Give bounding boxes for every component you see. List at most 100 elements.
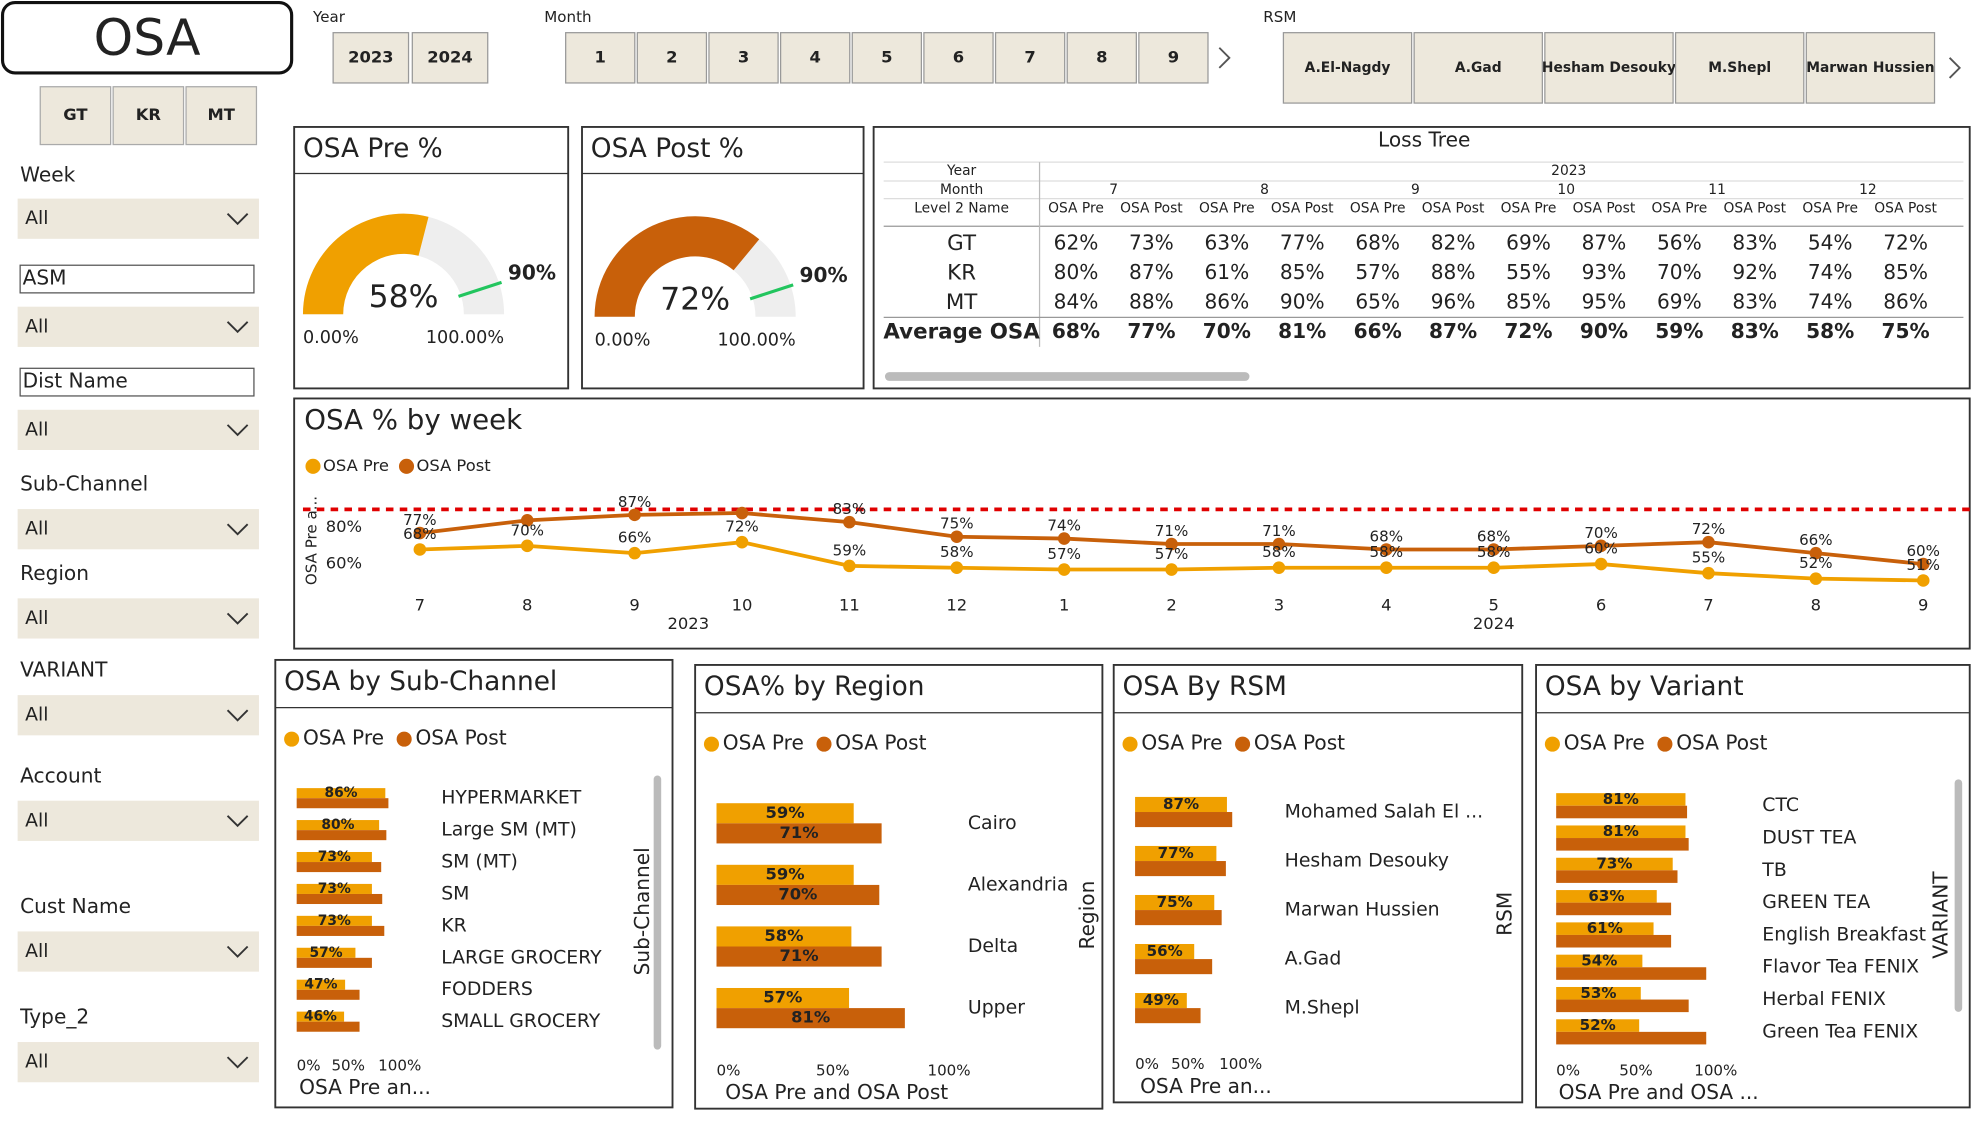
data-label: 59% — [833, 541, 867, 559]
table-header: 11 — [1708, 182, 1726, 198]
table-cell: 77% — [1280, 230, 1325, 254]
filter-button[interactable] — [851, 32, 923, 84]
dropdown[interactable] — [17, 931, 259, 972]
bar — [716, 946, 882, 967]
bar — [1556, 805, 1688, 819]
scrollbar[interactable] — [653, 775, 662, 1050]
x-tick-label: 50% — [816, 1061, 850, 1079]
channel-button[interactable] — [39, 86, 112, 146]
table-cell: 74% — [1808, 260, 1853, 284]
data-point — [1594, 557, 1608, 571]
filter-button[interactable] — [1674, 32, 1805, 104]
dropdown[interactable] — [17, 509, 259, 550]
data-label: 49% — [1143, 991, 1179, 1009]
table-header: OSA Pre — [1350, 201, 1406, 217]
scroll-arrow[interactable] — [1218, 47, 1231, 69]
data-label: 83% — [833, 500, 867, 518]
table-cell: 85% — [1883, 260, 1928, 284]
legend-label: OSA Post — [1676, 731, 1767, 755]
x-group-label: 2024 — [1473, 614, 1515, 633]
data-point — [1702, 535, 1715, 549]
filter-button[interactable] — [1282, 32, 1413, 104]
dropdown[interactable] — [17, 800, 259, 841]
legend-label: OSA Pre — [1141, 731, 1222, 755]
title-box — [0, 0, 294, 75]
channel-button[interactable] — [185, 86, 258, 146]
filter-button[interactable] — [636, 32, 708, 84]
dropdown[interactable] — [17, 1042, 259, 1083]
y-tick-label: SM (MT) — [441, 852, 518, 873]
data-label: 71% — [1262, 522, 1296, 540]
dropdown[interactable] — [17, 306, 259, 347]
table-cell: 81% — [1278, 319, 1326, 343]
table-cell: 66% — [1354, 319, 1402, 343]
dropdown-value: All — [25, 941, 48, 962]
data-point — [735, 535, 749, 549]
filter-search-box[interactable] — [19, 264, 255, 294]
y-tick-label: A.Gad — [1285, 949, 1342, 970]
gauge-value — [594, 216, 760, 317]
x-axis-title: OSA Pre an... — [1140, 1074, 1272, 1098]
dropdown-value: All — [25, 810, 48, 831]
scrollbar[interactable] — [1954, 779, 1963, 1012]
table-header: OSA Post — [1874, 201, 1937, 217]
filter-option: A.Gad — [1455, 60, 1502, 76]
filter-button[interactable] — [565, 32, 636, 84]
dropdown[interactable] — [17, 198, 259, 239]
table-cell: 85% — [1506, 289, 1551, 313]
filter-button[interactable] — [1805, 32, 1936, 104]
filter-button[interactable] — [332, 32, 410, 84]
dropdown[interactable] — [17, 598, 259, 639]
data-point — [735, 506, 749, 520]
dropdown[interactable] — [17, 409, 259, 450]
data-label: 52% — [1580, 1016, 1616, 1034]
filter-button[interactable] — [994, 32, 1066, 84]
dropdown-chevron — [226, 321, 249, 334]
scrollbar[interactable] — [884, 372, 1250, 381]
data-point — [1487, 543, 1500, 556]
filter-search-box[interactable] — [19, 367, 255, 397]
data-label: 81% — [1603, 822, 1639, 840]
filter-button[interactable] — [923, 32, 994, 84]
filter-button[interactable] — [1544, 32, 1674, 104]
dropdown-value: All — [25, 419, 48, 440]
filter-label: VARIANT — [20, 658, 108, 682]
y-tick-label: TB — [1761, 860, 1786, 881]
x-tick-label: 100% — [927, 1061, 970, 1079]
y-tick-label: Green Tea FENIX — [1762, 1021, 1918, 1042]
filter-button[interactable] — [1066, 32, 1137, 84]
filter-button[interactable] — [779, 32, 851, 84]
dropdown[interactable] — [17, 695, 259, 736]
y-tick-label: 80% — [326, 517, 362, 536]
x-tick-label: 5 — [1489, 595, 1499, 614]
filter-option: 2024 — [427, 47, 472, 66]
x-tick-label: 50% — [1619, 1061, 1653, 1079]
table-header: OSA Post — [1120, 201, 1183, 217]
dropdown-chevron — [226, 945, 249, 958]
channel-button[interactable] — [112, 86, 185, 146]
data-label: 71% — [780, 946, 819, 965]
legend-marker — [398, 458, 415, 474]
data-point — [1272, 537, 1286, 551]
legend-marker — [816, 736, 832, 752]
y-tick-label: Large SM (MT) — [441, 820, 577, 841]
bar — [1556, 986, 1641, 1000]
x-tick-label: 0% — [1135, 1055, 1159, 1073]
gauge-min-label: 0.00% — [595, 331, 651, 351]
data-label: 53% — [1580, 984, 1616, 1002]
filter-button[interactable] — [1138, 32, 1209, 84]
gauge-target — [749, 283, 794, 301]
data-point — [950, 561, 964, 575]
legend-marker — [396, 731, 412, 747]
filter-button[interactable] — [411, 32, 489, 84]
filter-button[interactable] — [1413, 32, 1543, 104]
data-label: 75% — [1157, 893, 1193, 911]
filter-button[interactable] — [708, 32, 779, 84]
y-axis-title: Sub-Channel — [630, 847, 654, 975]
channel-label: KR — [136, 105, 162, 124]
scroll-arrow[interactable] — [1948, 57, 1961, 79]
y-tick-label: English Breakfast — [1762, 924, 1926, 945]
x-axis-title: OSA Pre an... — [299, 1075, 431, 1099]
chart-title: OSA Pre % — [303, 134, 443, 164]
data-label: 87% — [618, 493, 652, 511]
